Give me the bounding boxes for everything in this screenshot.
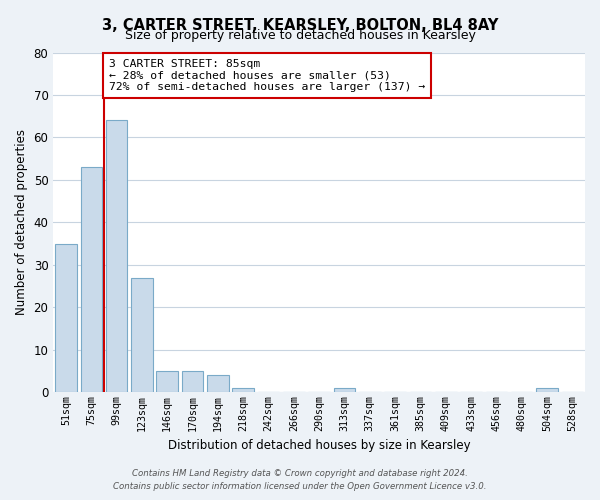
Bar (334, 388, 355, 392)
Bar (106, 120, 127, 392)
Bar (157, 371, 178, 392)
Bar (55, 244, 77, 392)
Bar (232, 388, 254, 392)
Text: Contains HM Land Registry data © Crown copyright and database right 2024.
Contai: Contains HM Land Registry data © Crown c… (113, 470, 487, 491)
Bar (207, 376, 229, 392)
X-axis label: Distribution of detached houses by size in Kearsley: Distribution of detached houses by size … (168, 440, 470, 452)
Bar (80, 167, 102, 392)
Bar (182, 371, 203, 392)
Y-axis label: Number of detached properties: Number of detached properties (15, 130, 28, 316)
Text: Size of property relative to detached houses in Kearsley: Size of property relative to detached ho… (125, 29, 475, 42)
Text: 3 CARTER STREET: 85sqm
← 28% of detached houses are smaller (53)
72% of semi-det: 3 CARTER STREET: 85sqm ← 28% of detached… (109, 59, 425, 92)
Bar (536, 388, 558, 392)
Bar (131, 278, 152, 392)
Text: 3, CARTER STREET, KEARSLEY, BOLTON, BL4 8AY: 3, CARTER STREET, KEARSLEY, BOLTON, BL4 … (102, 18, 498, 32)
